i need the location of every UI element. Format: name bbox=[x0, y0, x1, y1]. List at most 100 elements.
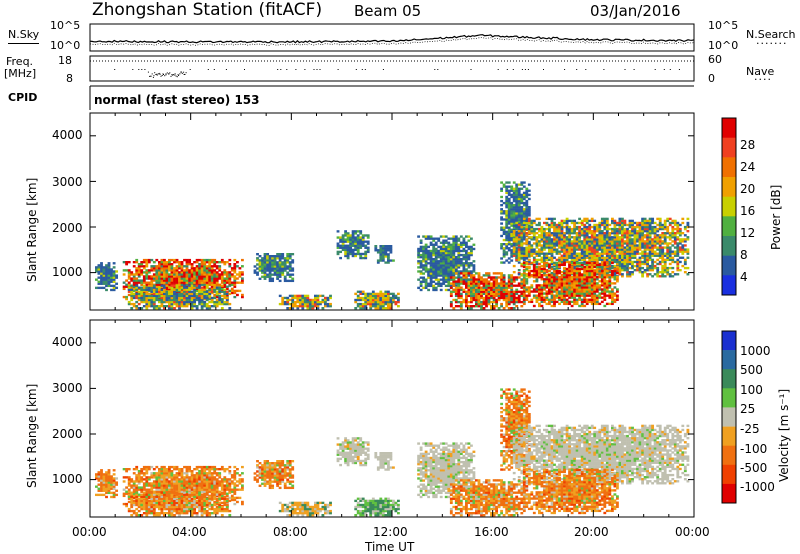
power-cell bbox=[145, 290, 149, 293]
power-cell bbox=[663, 236, 667, 239]
power-cell bbox=[462, 288, 466, 291]
power-cell bbox=[142, 275, 146, 278]
power-cell bbox=[618, 260, 622, 264]
power-cell bbox=[183, 298, 186, 302]
power-cell bbox=[588, 265, 592, 269]
power-cell bbox=[198, 263, 202, 266]
power-cell bbox=[598, 246, 602, 249]
power-cell bbox=[583, 269, 587, 273]
power-cell bbox=[530, 300, 534, 304]
power-cell bbox=[308, 298, 312, 302]
power-cell bbox=[316, 294, 320, 298]
power-cell bbox=[560, 250, 564, 253]
power-cell bbox=[354, 232, 358, 235]
power-cell bbox=[278, 279, 282, 283]
power-cell bbox=[646, 246, 650, 249]
power-cell bbox=[293, 305, 297, 308]
power-cell bbox=[583, 258, 587, 262]
power-cell bbox=[429, 282, 433, 285]
power-cell bbox=[600, 271, 604, 275]
power-cell bbox=[152, 288, 156, 291]
power-cell bbox=[198, 281, 202, 284]
power-cell bbox=[475, 284, 478, 287]
power-cell bbox=[573, 250, 577, 253]
power-cell bbox=[636, 260, 639, 264]
power-cell bbox=[150, 298, 154, 302]
power-cell bbox=[188, 279, 192, 282]
power-cell bbox=[205, 292, 209, 296]
power-cell bbox=[487, 282, 491, 285]
power-cell bbox=[434, 258, 438, 261]
power-cell bbox=[178, 302, 181, 306]
power-cell bbox=[195, 277, 199, 280]
power-cell bbox=[492, 290, 496, 293]
power-cell bbox=[636, 250, 639, 253]
power-cell bbox=[578, 225, 582, 229]
nave-point bbox=[316, 69, 318, 70]
power-cell bbox=[651, 227, 655, 231]
power-cell bbox=[127, 261, 131, 264]
power-cell bbox=[578, 292, 582, 295]
power-cell bbox=[439, 268, 443, 271]
power-cell bbox=[643, 230, 647, 233]
power-cell bbox=[220, 271, 224, 274]
power-cell bbox=[482, 278, 486, 281]
power-cell bbox=[580, 221, 584, 225]
power-cell bbox=[626, 252, 629, 255]
power-cell bbox=[346, 254, 350, 258]
power-cell bbox=[517, 222, 521, 225]
power-cell bbox=[155, 258, 159, 262]
power-cell bbox=[512, 226, 516, 229]
power-cell bbox=[573, 221, 577, 225]
power-cell bbox=[502, 185, 506, 188]
power-cell bbox=[515, 247, 519, 250]
power-cell bbox=[558, 290, 561, 293]
power-cell bbox=[281, 255, 285, 258]
power-cell bbox=[190, 265, 194, 268]
power-cell bbox=[384, 292, 388, 296]
power-cell bbox=[588, 258, 592, 262]
power-cell bbox=[520, 216, 524, 219]
power-cell bbox=[185, 283, 189, 286]
power-cell bbox=[626, 234, 629, 237]
power-cell bbox=[548, 217, 551, 221]
power-cell bbox=[603, 236, 607, 239]
power-cell bbox=[354, 248, 358, 252]
power-cell bbox=[555, 278, 559, 281]
power-cell bbox=[208, 294, 212, 298]
power-cell bbox=[515, 191, 519, 195]
power-cell bbox=[658, 225, 662, 229]
power-cell bbox=[452, 243, 456, 246]
power-cell bbox=[593, 225, 597, 229]
power-cell bbox=[510, 220, 514, 223]
power-cell bbox=[550, 223, 554, 227]
power-cell bbox=[344, 248, 348, 252]
power-cell bbox=[462, 266, 466, 269]
power-cell bbox=[432, 288, 436, 292]
power-cell bbox=[188, 261, 192, 264]
power-cell bbox=[170, 258, 174, 262]
power-cell bbox=[449, 284, 453, 288]
power-cell bbox=[512, 214, 516, 217]
power-cell bbox=[532, 227, 536, 231]
power-cell bbox=[671, 244, 675, 247]
power-cell bbox=[175, 269, 179, 272]
power-cell bbox=[183, 275, 186, 278]
power-cell bbox=[457, 274, 461, 277]
nave-point bbox=[152, 76, 154, 78]
power-cell bbox=[465, 292, 468, 296]
power-cell bbox=[102, 270, 106, 273]
power-cell bbox=[145, 265, 149, 268]
power-cell bbox=[671, 225, 675, 229]
power-cell bbox=[349, 240, 353, 243]
power-cell bbox=[457, 305, 461, 308]
power-cell bbox=[585, 254, 589, 257]
power-cell bbox=[573, 261, 577, 265]
power-cell bbox=[583, 236, 587, 239]
power-cell bbox=[678, 234, 682, 237]
power-cell bbox=[535, 244, 539, 247]
power-cell bbox=[452, 253, 456, 257]
power-cell bbox=[683, 266, 687, 270]
power-cell bbox=[198, 288, 202, 291]
power-cell bbox=[550, 271, 554, 275]
